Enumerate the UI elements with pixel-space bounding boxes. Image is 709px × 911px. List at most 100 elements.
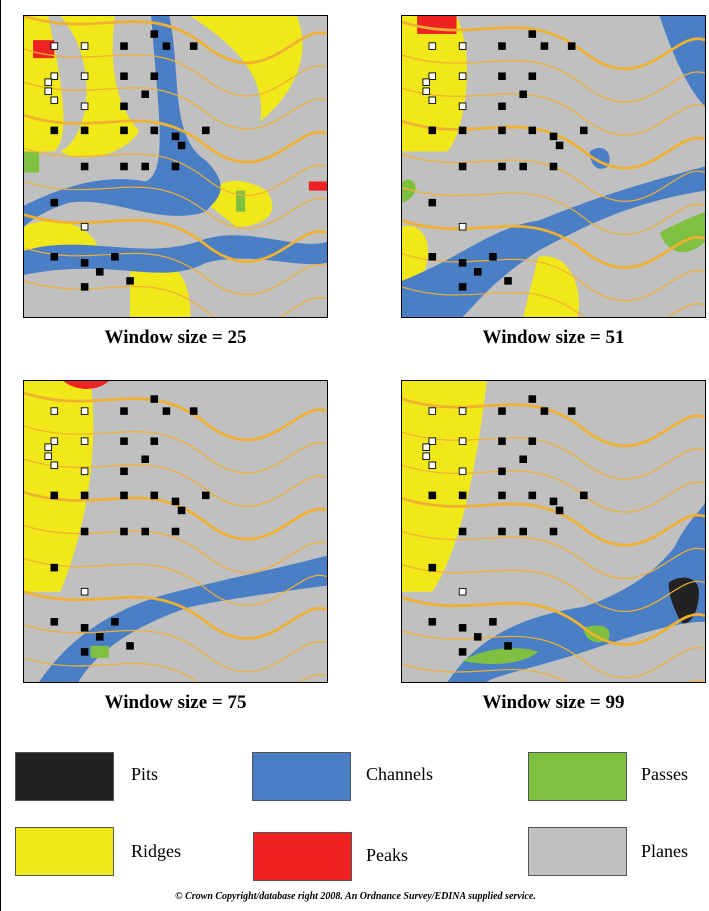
sample-point [45, 444, 52, 451]
sample-point [529, 438, 536, 445]
sample-point [51, 43, 58, 50]
sample-point [429, 253, 436, 260]
sample-point [529, 492, 536, 499]
sample-point [429, 618, 436, 625]
sample-point [459, 73, 466, 80]
sample-point [556, 507, 563, 514]
sample-point [429, 462, 436, 469]
sample-point [459, 260, 466, 267]
sample-point [580, 127, 587, 134]
sample-point [529, 127, 536, 134]
sample-point [490, 618, 497, 625]
sample-point [142, 456, 149, 463]
sample-point [499, 103, 506, 110]
sample-point [499, 127, 506, 134]
map-panel [23, 380, 328, 683]
sample-point [121, 468, 128, 475]
legend-label: Pits [131, 764, 158, 785]
sample-point [459, 492, 466, 499]
sample-point [490, 253, 497, 260]
sample-point [51, 199, 58, 206]
sample-point [151, 73, 158, 80]
sample-point [51, 253, 58, 260]
sample-point [45, 79, 52, 86]
sample-point [499, 438, 506, 445]
sample-point [121, 492, 128, 499]
sample-point [178, 507, 185, 514]
legend-swatch [15, 827, 114, 876]
sample-point [151, 438, 158, 445]
sample-point [550, 498, 557, 505]
map-panel [401, 15, 706, 318]
sample-point [474, 634, 481, 641]
sample-point [550, 528, 557, 535]
sample-point [459, 284, 466, 291]
sample-point [96, 634, 103, 641]
sample-point [459, 649, 466, 656]
sample-point [151, 127, 158, 134]
sample-point [151, 31, 158, 38]
sample-point [550, 163, 557, 170]
sample-point [459, 223, 466, 230]
legend-swatch [15, 752, 114, 801]
legend-label: Peaks [366, 845, 408, 866]
sample-point [142, 91, 149, 98]
sample-point [556, 142, 563, 149]
sample-point [81, 468, 88, 475]
sample-point [459, 528, 466, 535]
sample-point [529, 31, 536, 38]
sample-point [51, 462, 58, 469]
map-panel [401, 380, 706, 683]
sample-point [520, 163, 527, 170]
sample-point [541, 43, 548, 50]
sample-point [51, 492, 58, 499]
sample-point [459, 438, 466, 445]
sample-point [529, 396, 536, 403]
sample-point [172, 528, 179, 535]
sample-point [190, 43, 197, 50]
sample-point [423, 88, 430, 95]
sample-point [81, 588, 88, 595]
sample-point [429, 564, 436, 571]
sample-point [81, 492, 88, 499]
sample-point [429, 43, 436, 50]
sample-point [178, 142, 185, 149]
sample-point [51, 564, 58, 571]
sample-point [568, 43, 575, 50]
sample-point [127, 643, 134, 650]
sample-point [81, 103, 88, 110]
sample-point [51, 408, 58, 415]
sample-point [499, 492, 506, 499]
sample-point [81, 408, 88, 415]
sample-point [202, 127, 209, 134]
sample-point [202, 492, 209, 499]
sample-point [81, 43, 88, 50]
sample-point [459, 588, 466, 595]
sample-point [81, 163, 88, 170]
sample-point [459, 625, 466, 632]
legend-label: Passes [641, 764, 688, 785]
sample-point [45, 88, 52, 95]
sample-point [429, 492, 436, 499]
sample-point [190, 408, 197, 415]
sample-point [474, 269, 481, 276]
sample-point [81, 649, 88, 656]
sample-point [429, 199, 436, 206]
sample-point [429, 97, 436, 104]
sample-point [499, 73, 506, 80]
sample-point [151, 492, 158, 499]
sample-point [459, 127, 466, 134]
sample-point [81, 73, 88, 80]
sample-point [112, 618, 119, 625]
sample-point [121, 127, 128, 134]
sample-point [172, 133, 179, 140]
sample-point [127, 278, 134, 285]
sample-point [429, 408, 436, 415]
sample-point [51, 618, 58, 625]
legend-label: Ridges [131, 841, 181, 862]
sample-point [172, 163, 179, 170]
sample-point [580, 492, 587, 499]
sample-point [121, 163, 128, 170]
terrain-region [91, 646, 109, 658]
panel-caption: Window size = 75 [23, 692, 328, 714]
